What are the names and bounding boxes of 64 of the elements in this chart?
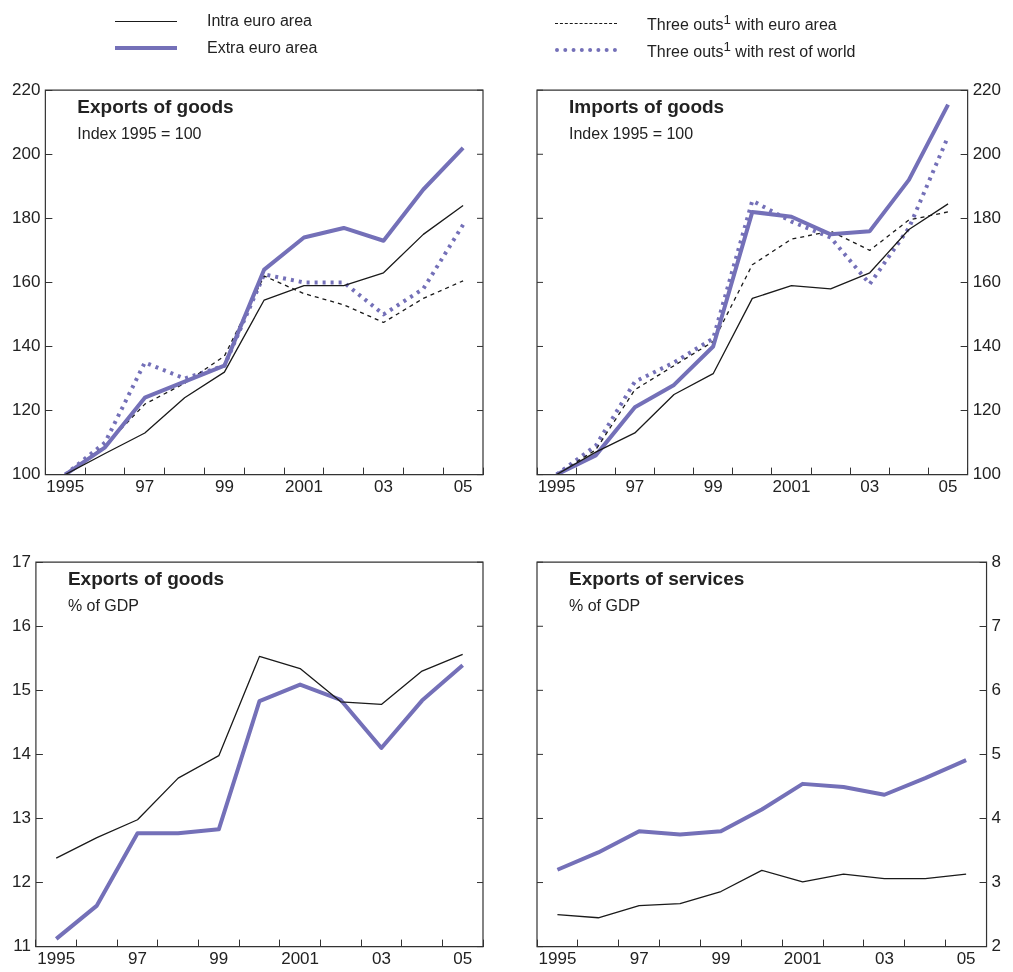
- y-tick-label: 180: [972, 208, 1002, 228]
- y-tick-label: 120: [11, 400, 41, 420]
- y-tick-label: 200: [972, 143, 1002, 163]
- y-tick-label: 16: [11, 615, 31, 635]
- y-tick-label: 8: [991, 551, 1002, 571]
- y-tick-label: 100: [11, 464, 41, 484]
- x-tick-label: 99: [703, 477, 723, 497]
- x-tick-label: 2001: [772, 477, 811, 497]
- x-tick-label: 2001: [285, 477, 323, 497]
- x-tick-label: 1995: [37, 949, 76, 969]
- legend-label: Extra euro area: [207, 39, 318, 57]
- y-tick-label: 7: [991, 615, 1002, 635]
- chart-title: Exports of goods: [77, 96, 234, 118]
- y-tick-label: 140: [11, 336, 41, 356]
- y-tick-label: 2: [991, 936, 1002, 956]
- x-tick-label: 03: [371, 949, 391, 969]
- x-tick-label: 03: [874, 949, 894, 969]
- x-tick-label: 05: [956, 949, 976, 969]
- y-tick-label: 14: [11, 744, 31, 764]
- x-tick-label: 1995: [538, 949, 577, 969]
- legend-label: Three outs$^{1}$ with euro area: [647, 12, 837, 35]
- y-tick-label: 100: [972, 464, 1002, 484]
- chart-title: Imports of goods: [569, 96, 725, 118]
- y-tick-label: 220: [972, 79, 1002, 99]
- x-tick-label: 2001: [281, 949, 320, 969]
- x-tick-label: 97: [629, 949, 649, 969]
- y-tick-label: 4: [991, 808, 1002, 828]
- y-tick-label: 12: [11, 872, 31, 892]
- x-tick-label: 97: [625, 477, 645, 497]
- x-tick-label: 97: [128, 949, 147, 969]
- chart-title: Exports of services: [569, 568, 745, 590]
- legend-label: Three outs$^{1}$ with rest of world: [647, 39, 856, 62]
- y-tick-label: 13: [11, 808, 31, 828]
- y-tick-label: 15: [11, 680, 31, 700]
- y-tick-label: 220: [11, 79, 41, 99]
- x-tick-label: 99: [209, 949, 229, 969]
- x-tick-label: 03: [860, 477, 880, 497]
- x-tick-label: 99: [711, 949, 731, 969]
- y-tick-label: 200: [11, 143, 41, 163]
- x-tick-label: 03: [374, 477, 393, 497]
- y-tick-label: 180: [11, 208, 41, 228]
- text: Index 1995 = 100: [569, 125, 694, 143]
- y-tick-label: 5: [991, 744, 1002, 764]
- y-tick-label: 17: [11, 551, 31, 571]
- legend-label: Intra euro area: [207, 12, 312, 30]
- x-tick-label: 1995: [537, 477, 576, 497]
- y-tick-label: 11: [13, 936, 31, 956]
- x-tick-label: 1995: [46, 477, 85, 497]
- y-tick-label: 160: [11, 272, 41, 292]
- text: % of GDP: [67, 597, 140, 615]
- x-tick-label: 2001: [783, 949, 822, 969]
- y-tick-label: 3: [991, 872, 1002, 892]
- x-tick-label: 05: [938, 477, 958, 497]
- y-tick-label: 120: [972, 400, 1002, 420]
- x-tick-label: 99: [214, 477, 234, 497]
- chart-title: Exports of goods: [67, 568, 225, 590]
- x-tick-label: 97: [135, 477, 155, 497]
- y-tick-label: 160: [972, 272, 1002, 292]
- y-tick-label: 6: [991, 680, 1002, 700]
- text: % of GDP: [569, 597, 641, 615]
- x-tick-label: 05: [453, 477, 473, 497]
- x-tick-label: 05: [453, 949, 473, 969]
- text: Index 1995 = 100: [77, 125, 202, 143]
- y-tick-label: 140: [972, 336, 1002, 356]
